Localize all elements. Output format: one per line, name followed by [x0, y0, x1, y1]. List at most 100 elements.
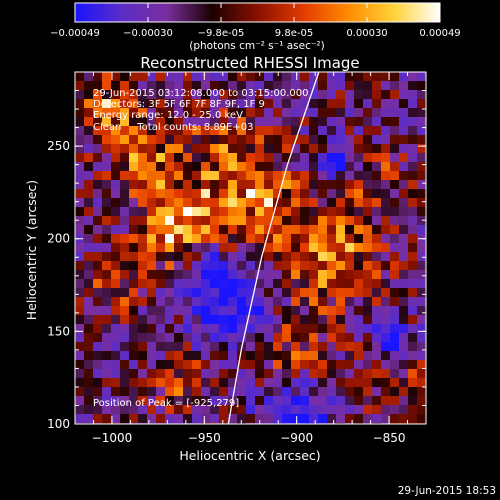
image-pixel — [255, 387, 265, 397]
image-pixel — [210, 153, 220, 163]
image-pixel — [282, 108, 292, 118]
image-pixel — [111, 99, 121, 109]
image-pixel — [372, 81, 382, 91]
image-pixel — [192, 234, 202, 244]
image-pixel — [246, 126, 256, 136]
image-pixel — [300, 297, 310, 307]
image-pixel — [228, 270, 238, 280]
image-pixel — [75, 216, 85, 226]
image-pixel — [327, 333, 337, 343]
image-pixel — [246, 333, 256, 343]
image-pixel — [75, 396, 85, 406]
image-pixel — [219, 252, 229, 262]
image-pixel — [390, 207, 400, 217]
image-pixel — [210, 270, 220, 280]
image-pixel — [372, 207, 382, 217]
image-pixel — [228, 297, 238, 307]
image-pixel — [201, 171, 211, 181]
image-pixel — [255, 162, 265, 172]
image-pixel — [417, 189, 426, 199]
image-pixel — [417, 162, 426, 172]
image-pixel — [291, 405, 301, 415]
image-pixel — [381, 252, 391, 262]
image-pixel — [372, 225, 382, 235]
image-pixel — [75, 225, 85, 235]
image-pixel — [408, 180, 418, 190]
image-pixel — [336, 189, 346, 199]
image-pixel — [111, 135, 121, 145]
image-pixel — [318, 297, 328, 307]
image-pixel — [201, 189, 211, 199]
image-pixel — [165, 162, 175, 172]
image-pixel — [192, 216, 202, 226]
image-pixel — [327, 117, 337, 127]
image-pixel — [237, 378, 247, 388]
image-pixel — [318, 342, 328, 352]
image-pixel — [210, 117, 220, 127]
image-pixel — [309, 243, 319, 253]
image-pixel — [417, 342, 426, 352]
image-pixel — [372, 342, 382, 352]
image-pixel — [363, 153, 373, 163]
image-pixel — [390, 198, 400, 208]
image-pixel — [174, 126, 184, 136]
image-pixel — [264, 90, 274, 100]
y-tick-label: 150 — [47, 324, 70, 338]
image-pixel — [255, 342, 265, 352]
image-pixel — [147, 360, 157, 370]
image-pixel — [354, 297, 364, 307]
image-pixel — [93, 369, 103, 379]
image-pixel — [237, 99, 247, 109]
image-pixel — [390, 72, 400, 82]
image-pixel — [138, 306, 148, 316]
image-pixel — [255, 72, 265, 82]
image-pixel — [228, 207, 238, 217]
image-pixel — [255, 396, 265, 406]
image-pixel — [102, 72, 112, 82]
image-pixel — [300, 414, 310, 424]
image-pixel — [264, 270, 274, 280]
image-pixel — [111, 117, 121, 127]
image-pixel — [201, 126, 211, 136]
image-pixel — [282, 189, 292, 199]
image-pixel — [93, 342, 103, 352]
image-pixel — [390, 297, 400, 307]
image-pixel — [327, 72, 337, 82]
image-pixel — [273, 99, 283, 109]
image-pixel — [255, 189, 265, 199]
image-pixel — [219, 108, 229, 118]
image-pixel — [138, 162, 148, 172]
image-pixel — [372, 117, 382, 127]
image-pixel — [255, 153, 265, 163]
image-pixel — [174, 198, 184, 208]
image-pixel — [210, 297, 220, 307]
image-pixel — [273, 144, 283, 154]
image-pixel — [192, 225, 202, 235]
image-pixel — [147, 315, 157, 325]
image-pixel — [129, 270, 139, 280]
image-pixel — [84, 324, 94, 334]
x-axis: −1000 −950 −900 −850 — [92, 72, 427, 445]
image-pixel — [93, 378, 103, 388]
image-pixel — [228, 234, 238, 244]
image-pixel — [201, 261, 211, 271]
image-pixel — [219, 288, 229, 298]
image-pixel — [390, 324, 400, 334]
image-pixel — [183, 99, 193, 109]
image-pixel — [255, 99, 265, 109]
image-pixel — [111, 243, 121, 253]
image-pixel — [327, 252, 337, 262]
image-pixel — [390, 288, 400, 298]
image-pixel — [309, 90, 319, 100]
image-pixel — [318, 288, 328, 298]
image-pixel — [183, 216, 193, 226]
image-pixel — [282, 180, 292, 190]
image-pixel — [102, 405, 112, 415]
image-pixel — [381, 297, 391, 307]
image-pixel — [192, 180, 202, 190]
image-pixel — [75, 243, 85, 253]
image-pixel — [93, 405, 103, 415]
image-pixel — [111, 189, 121, 199]
image-pixel — [327, 243, 337, 253]
image-pixel — [237, 234, 247, 244]
